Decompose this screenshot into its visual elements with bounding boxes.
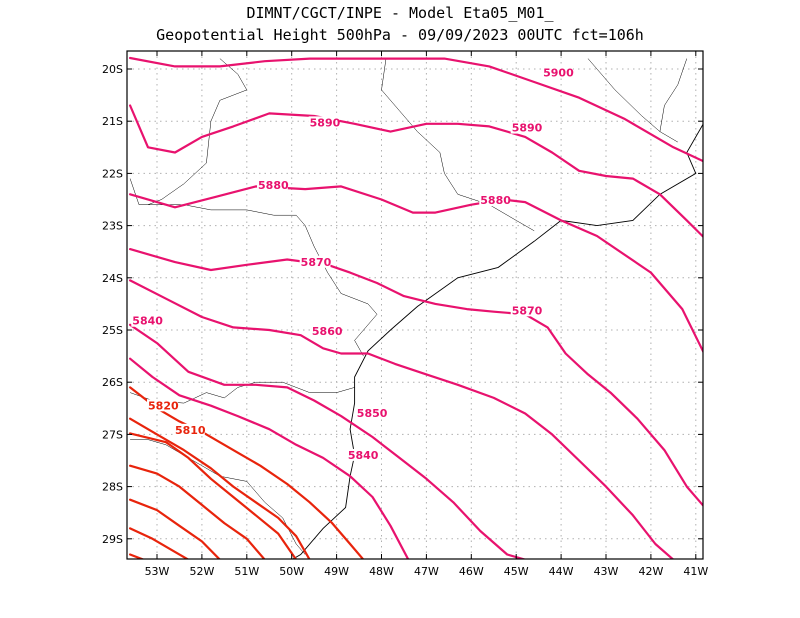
map-title-line2: Geopotential Height 500hPa - 09/09/2023 … [156, 26, 644, 44]
lat-tick-label: 25S [102, 324, 123, 337]
lat-tick-label: 28S [102, 481, 123, 494]
contour-label: 5870 [512, 304, 543, 317]
contour-label-bg [542, 66, 573, 79]
lon-tick-label: 46W [459, 565, 484, 578]
lat-tick-label: 23S [102, 220, 123, 233]
contour-labels: 5900 5890 5890 5880 5880 5870 5870 5860 5850 5840… [131, 66, 574, 462]
contour-5780 [129, 527, 190, 559]
contour-label-bg [346, 448, 378, 461]
lon-tick-label: 49W [324, 565, 349, 578]
state-border [130, 439, 306, 555]
contour-label-bg [131, 314, 163, 327]
contour-5820 [129, 417, 311, 559]
lon-tick-label: 42W [638, 565, 663, 578]
contour-label: 5900 [543, 66, 574, 79]
contour-label: 5880 [480, 194, 511, 207]
lat-tick-label: 26S [102, 376, 123, 389]
axis-ticks: 53W 52W 51W 50W 49W 48W 47W 46W 45W 44W 43W 42W 41W 2… [102, 51, 708, 578]
state-border [659, 58, 688, 132]
contour-label-bg [479, 194, 511, 207]
contour-label-bg [510, 304, 542, 317]
contour-label: 5840 [132, 315, 163, 328]
plot-frame [126, 50, 704, 560]
lon-tick-label: 45W [504, 565, 529, 578]
contour-label: 5890 [310, 116, 341, 129]
contour-label: 5840 [348, 449, 379, 462]
lon-tick-label: 52W [189, 565, 214, 578]
contour-5890 [129, 104, 703, 239]
contour-label: 5850 [357, 407, 388, 420]
contour-label-bg [310, 325, 342, 338]
contour-5840 [129, 357, 410, 559]
lon-tick-label: 48W [369, 565, 394, 578]
contour-label-bg [299, 255, 331, 268]
contour-label: 5880 [258, 179, 289, 192]
contour-label-bg [355, 407, 387, 420]
lat-tick-label: 20S [102, 63, 123, 76]
contour-label: 5890 [512, 122, 543, 135]
contour-5830 [129, 386, 365, 559]
lon-tick-label: 51W [234, 565, 259, 578]
lat-tick-label: 29S [102, 533, 123, 546]
contour-5900 [129, 56, 703, 163]
lon-tick-label: 41W [683, 565, 708, 578]
contour-label: 5810 [175, 424, 206, 437]
contour-label-bg [308, 116, 340, 129]
contour-label-bg [510, 121, 542, 134]
contour-label: 5860 [312, 325, 343, 338]
map-title-line1: DIMNT/CGCT/INPE - Model Eta05_M01_ [246, 4, 554, 22]
geopotential-contours [129, 56, 703, 559]
lat-tick-label: 24S [102, 272, 123, 285]
contour-label-bg [147, 399, 178, 412]
contour-label: 5820 [148, 399, 179, 412]
lon-tick-label: 44W [549, 565, 574, 578]
geography-lines [129, 58, 703, 559]
contour-5860 [129, 279, 675, 559]
contour-5790 [129, 498, 221, 559]
lon-tick-label: 50W [279, 565, 304, 578]
state-border [587, 58, 678, 143]
lat-tick-label: 21S [102, 115, 123, 128]
lon-tick-label: 47W [414, 565, 439, 578]
lat-tick-label: 22S [102, 167, 123, 180]
state-border [147, 58, 248, 205]
contour-5800 [129, 464, 266, 559]
contour-label: 5870 [301, 256, 332, 269]
lon-tick-label: 43W [594, 565, 619, 578]
contour-label-bg [257, 179, 288, 192]
contour-5850 [129, 323, 527, 559]
contour-5870 [129, 248, 703, 508]
lon-tick-label: 53W [145, 565, 170, 578]
state-border [129, 178, 378, 357]
contour-5810 [129, 432, 298, 559]
contour-label-bg [173, 423, 205, 436]
coastline [292, 123, 703, 559]
contour-5880 [129, 185, 703, 354]
state-border [381, 58, 535, 232]
lat-tick-label: 27S [102, 428, 123, 441]
